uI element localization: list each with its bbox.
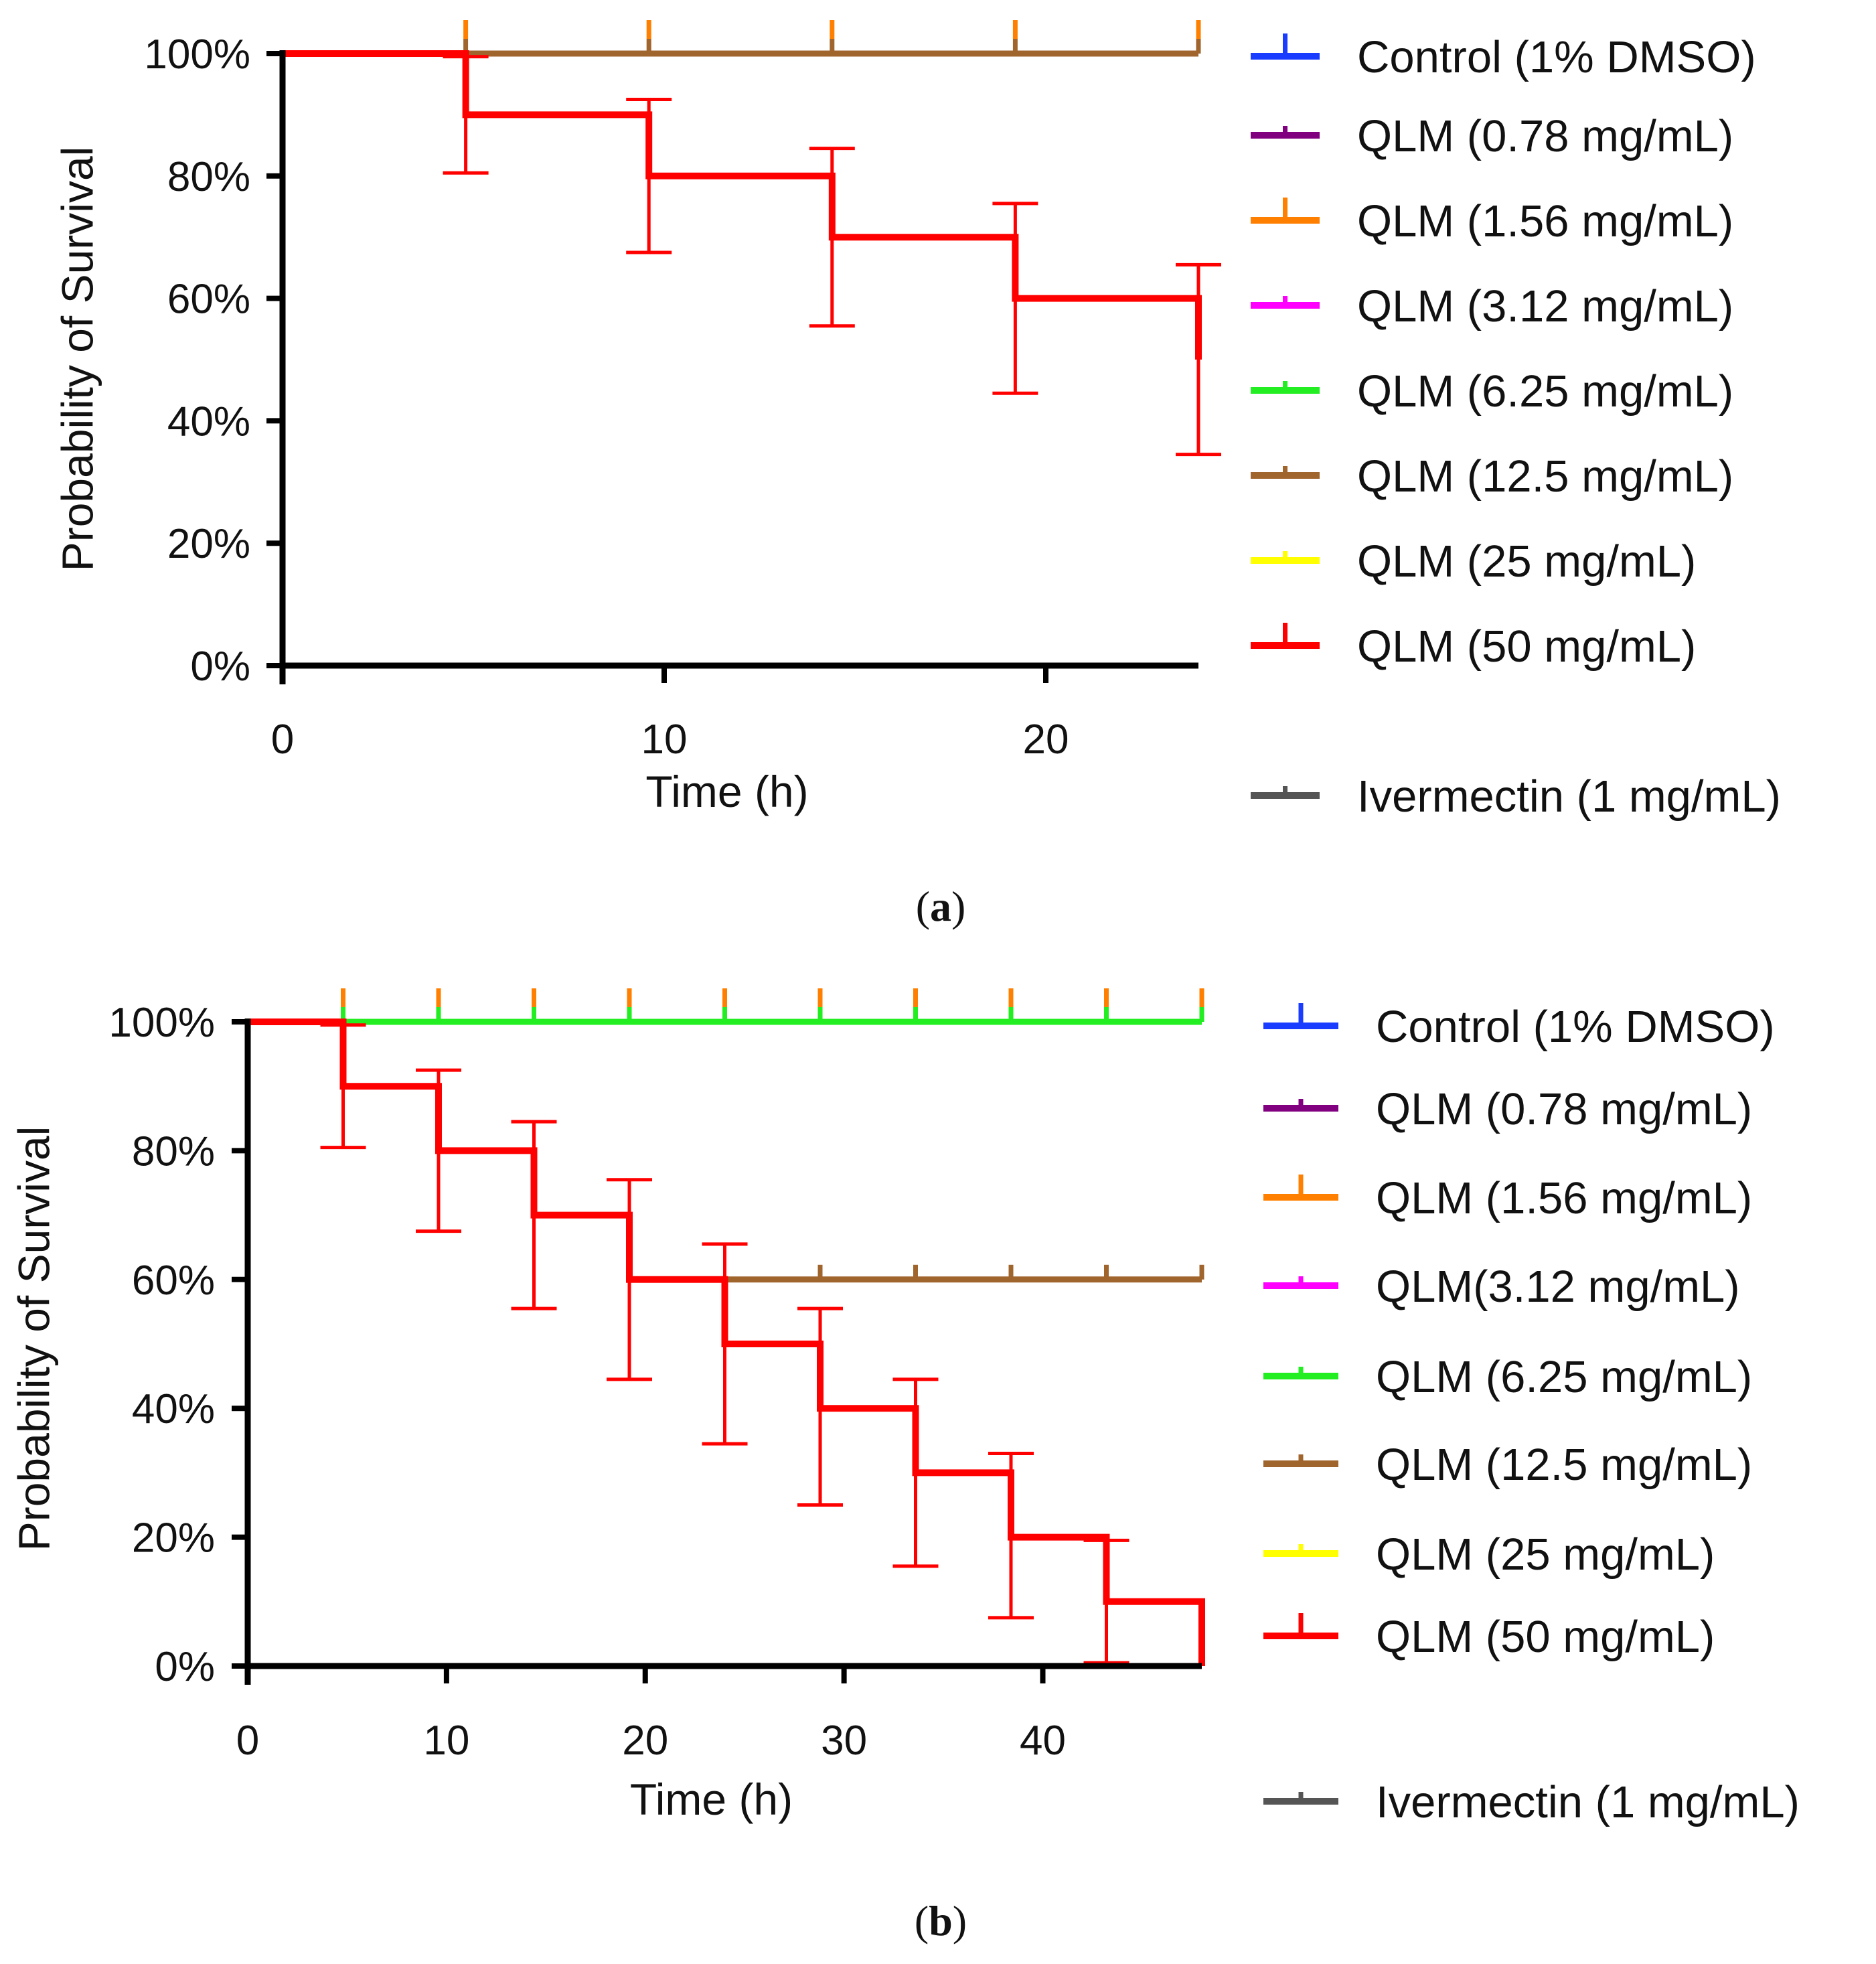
panel-a: 0% 20% 40% 60% 80% 100% 0 10 20 Time (h) Probabili… (52, 20, 1781, 930)
legend-item-q312: QLM(3.12 mg/mL) (1263, 1262, 1740, 1312)
legend-item-iver: Ivermectin (1 mg/mL) (1251, 771, 1781, 822)
y-tick-label: 60% (167, 277, 250, 323)
y-axis-label: Probability of Survival (52, 147, 102, 572)
legend-label: QLM (3.12 mg/mL) (1357, 281, 1733, 331)
y-tick-label: 100% (144, 31, 250, 78)
legend-item-q312: QLM (3.12 mg/mL) (1251, 281, 1733, 331)
y-tick-label: 20% (132, 1515, 215, 1562)
legend-item-q125: QLM (12.5 mg/mL) (1263, 1440, 1752, 1490)
legend-item-q25: QLM (25 mg/mL) (1263, 1529, 1715, 1580)
x-tick-label: 10 (423, 1718, 469, 1764)
y-tick-label: 20% (167, 521, 250, 567)
x-axis-label: Time (h) (645, 767, 808, 816)
legend-item-q625: QLM (6.25 mg/mL) (1251, 366, 1733, 417)
legend-label: QLM (25 mg/mL) (1357, 536, 1696, 587)
panel-caption: (a) (916, 883, 966, 930)
legend-label: QLM (1.56 mg/mL) (1376, 1173, 1752, 1223)
legend-label: QLM (12.5 mg/mL) (1376, 1440, 1752, 1490)
series-line-q50 (283, 50, 1202, 360)
legend-item-q156: QLM (1.56 mg/mL) (1263, 1173, 1752, 1223)
legend-item-q50: QLM (50 mg/mL) (1263, 1612, 1715, 1662)
y-tick-label: 40% (167, 398, 250, 445)
y-tick-label: 40% (132, 1386, 215, 1432)
legend-item-q125: QLM (12.5 mg/mL) (1251, 451, 1733, 502)
legend-item-q50: QLM (50 mg/mL) (1251, 621, 1696, 672)
series-line-q50 (248, 1018, 1205, 1666)
legend-label: QLM (12.5 mg/mL) (1357, 451, 1733, 502)
legend-item-q25: QLM (25 mg/mL) (1251, 536, 1696, 587)
legend-item-q078: QLM (0.78 mg/mL) (1251, 111, 1733, 161)
legend-item-q078: QLM (0.78 mg/mL) (1263, 1084, 1752, 1134)
legend-label: Ivermectin (1 mg/mL) (1357, 771, 1781, 822)
panel-b: 0% 20% 40% 60% 80% 100% 0 10 20 30 40 Time (h) Proba… (9, 988, 1800, 1945)
legend-item-control: Control (1% DMSO) (1251, 32, 1756, 82)
y-tick-label: 0% (190, 644, 250, 690)
legend-label: Ivermectin (1 mg/mL) (1376, 1777, 1800, 1827)
x-tick-label: 0 (271, 716, 294, 763)
x-tick-label: 20 (1023, 716, 1069, 763)
legend-label: QLM (0.78 mg/mL) (1376, 1084, 1752, 1134)
y-tick-label: 0% (155, 1644, 215, 1690)
x-tick-label: 0 (236, 1718, 259, 1764)
legend-label: QLM (6.25 mg/mL) (1357, 366, 1733, 417)
y-axis-label: Probability of Survival (9, 1126, 58, 1552)
legend-label: QLM (50 mg/mL) (1357, 621, 1696, 672)
legend-label: QLM(3.12 mg/mL) (1376, 1262, 1740, 1312)
y-tick-label: 80% (132, 1128, 215, 1175)
y-tick-label: 80% (167, 154, 250, 200)
x-axis-label: Time (h) (630, 1774, 793, 1824)
legend-label: QLM (1.56 mg/mL) (1357, 196, 1733, 246)
legend-label: QLM (50 mg/mL) (1376, 1612, 1715, 1662)
legend: Control (1% DMSO) QLM (0.78 mg/mL) QLM (1.… (1251, 32, 1781, 822)
panel-caption: (b) (915, 1897, 967, 1945)
y-tick-label: 60% (132, 1258, 215, 1304)
legend-item-q625: QLM (6.25 mg/mL) (1263, 1352, 1752, 1402)
legend: Control (1% DMSO) QLM (0.78 mg/mL) QLM (1.… (1263, 1002, 1800, 1827)
x-tick-label: 40 (1020, 1718, 1066, 1764)
x-tick-label: 20 (622, 1718, 668, 1764)
y-tick-label: 100% (108, 1000, 215, 1046)
legend-label: QLM (25 mg/mL) (1376, 1529, 1715, 1580)
legend-item-control: Control (1% DMSO) (1263, 1002, 1775, 1052)
x-tick-label: 30 (821, 1718, 867, 1764)
legend-item-iver: Ivermectin (1 mg/mL) (1263, 1777, 1800, 1827)
legend-label: Control (1% DMSO) (1357, 32, 1756, 82)
legend-label: QLM (0.78 mg/mL) (1357, 111, 1733, 161)
legend-item-q156: QLM (1.56 mg/mL) (1251, 196, 1733, 246)
legend-label: Control (1% DMSO) (1376, 1002, 1775, 1052)
x-tick-label: 10 (641, 716, 688, 763)
legend-label: QLM (6.25 mg/mL) (1376, 1352, 1752, 1402)
